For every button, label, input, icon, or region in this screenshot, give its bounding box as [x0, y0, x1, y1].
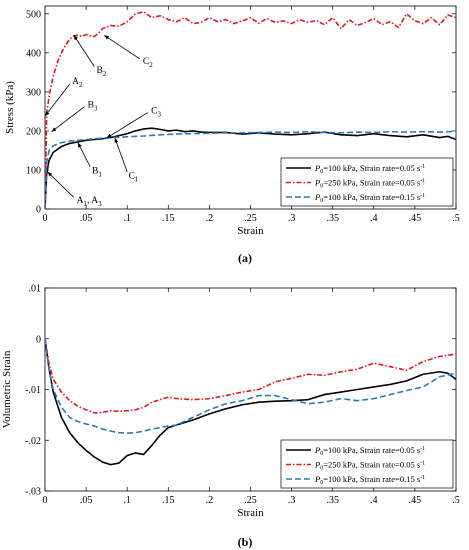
y-axis-label: Stress (kPa)	[4, 81, 16, 134]
annotation-arrow	[44, 83, 70, 117]
x-tick-label: .25	[244, 213, 257, 224]
x-tick-label: .1	[123, 495, 131, 506]
annotation-arrowhead	[73, 35, 78, 41]
x-tick-label: .4	[370, 495, 378, 506]
y-tick-label: -.02	[25, 436, 41, 447]
annotation-arrow	[51, 106, 85, 133]
x-tick-label: .45	[409, 495, 422, 506]
y-tick-label: 300	[26, 87, 41, 98]
annotation-label: C3	[151, 106, 161, 118]
x-tick-label: .2	[206, 213, 214, 224]
legend-entry: P0=100 kPa, Strain rate=0.15 s-1	[314, 192, 425, 204]
x-tick-label: .45	[409, 213, 422, 224]
annotation-arrowhead	[106, 133, 112, 138]
chart-a: 0 .05 .1 .15 .2 .25 .3 .35 .4 .45 .5 0 100 200 300 400 5…	[4, 5, 460, 237]
x-tick-label: .15	[162, 213, 175, 224]
series-line-3	[45, 338, 456, 434]
x-tick-label: .25	[244, 495, 257, 506]
annotation-arrowhead	[51, 127, 57, 132]
annotation-arrowhead	[104, 35, 110, 40]
annotation-arrowhead	[77, 142, 82, 148]
x-tick-label: 0	[43, 495, 48, 506]
y-tick-label: .01	[29, 284, 42, 295]
x-tick-label: .5	[452, 213, 460, 224]
series-line-1	[45, 338, 456, 466]
annotation-arrow	[103, 34, 140, 60]
annotation-arrow	[73, 35, 95, 67]
y-tick-label: -.03	[25, 487, 41, 498]
y-tick-label: 100	[26, 165, 41, 176]
annotation-label: C1	[129, 172, 139, 184]
y-tick-label: 0	[36, 334, 41, 345]
annotation-arrowhead	[114, 137, 119, 143]
series-line-2	[45, 11, 456, 209]
panel-label-a: (a)	[238, 251, 252, 265]
x-tick-label: .1	[123, 213, 131, 224]
legend-entry: P0=100 kPa, Strain rate=0.15 s-1	[314, 474, 425, 486]
x-tick-label: .15	[162, 495, 175, 506]
y-tick-label: -.01	[25, 385, 41, 396]
series-line-3	[45, 130, 456, 209]
panel-label-b: (b)	[238, 535, 253, 549]
y-tick-label: 200	[26, 126, 41, 137]
x-axis-label: Strain	[237, 507, 264, 519]
legend-entry: P0=100 kPa, Strain rate=0.05 s-1	[314, 163, 425, 175]
y-tick-label: 0	[36, 205, 41, 216]
x-tick-label: .05	[80, 495, 93, 506]
y-tick-label: 400	[26, 48, 41, 59]
x-tick-label: .4	[370, 213, 378, 224]
series-line-2	[45, 338, 456, 414]
x-tick-label: .05	[80, 213, 93, 224]
annotation-label: B1	[92, 166, 102, 178]
annotation-arrow	[114, 137, 128, 173]
annotation-label: B2	[97, 66, 107, 78]
y-axis-label: Volumetric Strain	[1, 350, 13, 428]
annotation-arrowhead	[45, 111, 50, 117]
series-line-1	[45, 127, 456, 209]
x-tick-label: .2	[206, 495, 214, 506]
x-axis-label: Strain	[237, 225, 264, 237]
annotation-label: C2	[143, 57, 153, 69]
x-tick-label: 0	[43, 213, 48, 224]
annotation-arrow	[106, 112, 148, 139]
x-tick-label: .5	[452, 495, 460, 506]
annotation-arrow	[47, 171, 75, 198]
chart-b: 0 .05 .1 .15 .2 .25 .3 .35 .4 .45 .5 -.03 -.02 -.01 0.…	[1, 284, 460, 520]
x-tick-label: .3	[288, 495, 296, 506]
x-tick-label: .35	[326, 495, 339, 506]
legend-entry: P0=250 kPa, Strain rate=0.05 s-1	[314, 178, 425, 190]
x-tick-label: .3	[288, 213, 296, 224]
y-tick-label: 500	[26, 9, 41, 20]
annotation-label: B3	[88, 100, 98, 112]
legend-entry: P0=100 kPa, Strain rate=0.05 s-1	[314, 445, 425, 457]
annotation-label: A2	[72, 77, 83, 89]
x-tick-label: .35	[326, 213, 339, 224]
annotation-label: A1, A3	[77, 196, 102, 208]
annotation-arrowhead	[47, 171, 53, 177]
legend-entry: P0=250 kPa, Strain rate=0.05 s-1	[314, 460, 425, 472]
